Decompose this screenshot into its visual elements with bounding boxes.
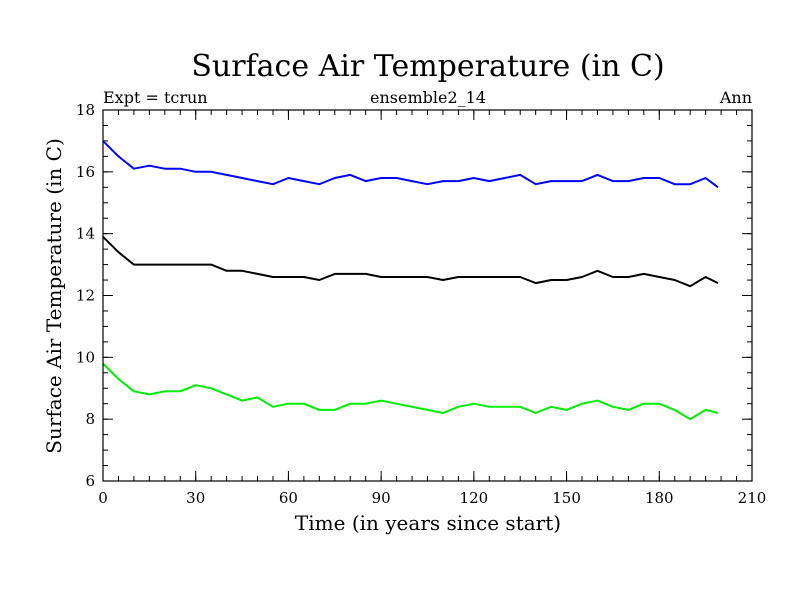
series-line-1 [102,140,719,189]
plot-frame [102,109,753,482]
x-tick-label: 150 [552,489,581,507]
period-label: Ann [719,88,752,107]
y-tick-label: 18 [76,101,95,119]
tick-labels: 0 30 60 90 120 150 180 210 6 8 10 12 14 16 18 [76,101,766,507]
axis-ticks [102,109,753,482]
series-line-3 [102,362,719,421]
x-tick-label: 90 [372,489,391,507]
series-line-2 [102,236,719,288]
y-tick-label: 12 [76,287,95,305]
x-axis-label: Time (in years since start) [295,511,561,535]
series-lines [102,140,719,421]
experiment-label: Expt = tcrun [103,88,208,107]
x-tick-label: 0 [98,489,108,507]
chart-title: Surface Air Temperature (in C) [191,49,664,84]
x-tick-label: 30 [186,489,205,507]
y-tick-label: 10 [76,348,95,366]
x-tick-label: 60 [279,489,298,507]
x-tick-label: 210 [738,489,767,507]
ensemble-label: ensemble2_14 [370,88,486,107]
y-tick-label: 16 [76,163,95,181]
y-tick-label: 14 [76,225,95,243]
y-tick-label: 8 [85,410,95,428]
y-axis-label: Surface Air Temperature (in C) [42,138,66,454]
y-tick-label: 6 [85,472,95,490]
x-tick-label: 180 [645,489,674,507]
x-tick-label: 120 [460,489,489,507]
